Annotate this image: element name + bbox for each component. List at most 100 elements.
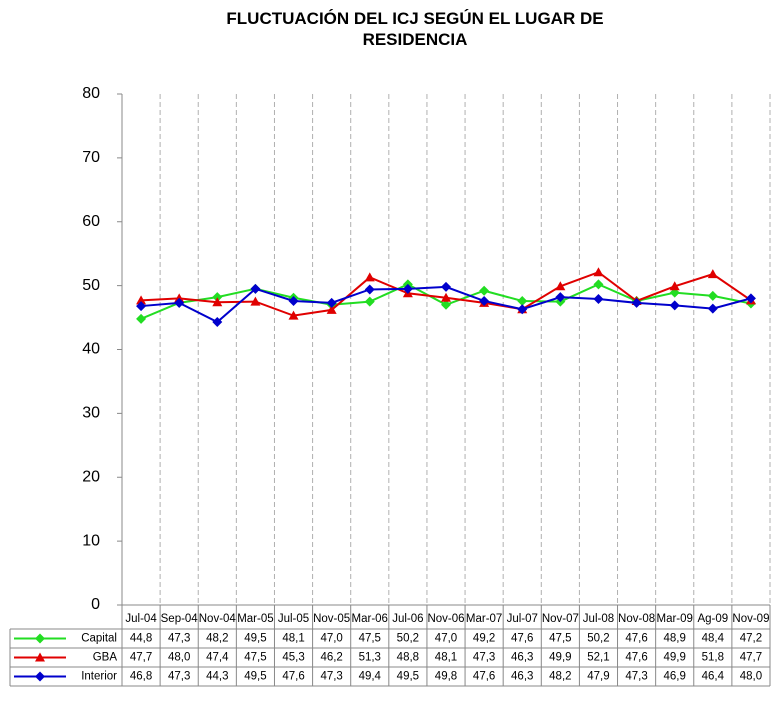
- data-point: [631, 297, 642, 308]
- table-value: 50,2: [397, 633, 419, 645]
- x-tick-label: Jul-05: [278, 613, 309, 625]
- y-tick-label: 30: [82, 405, 100, 422]
- table-value: 49,2: [473, 633, 495, 645]
- table-value: 47,3: [320, 671, 342, 683]
- data-point: [212, 317, 223, 328]
- table-value: 44,3: [206, 671, 228, 683]
- data-point: [136, 295, 147, 305]
- data-point: [555, 281, 566, 291]
- data-point: [326, 304, 337, 314]
- x-tick-label: Nov-06: [427, 613, 464, 625]
- data-point: [441, 292, 451, 302]
- data-point: [364, 296, 375, 307]
- table-value: 49,9: [549, 652, 571, 664]
- table-value: 46,3: [511, 671, 533, 683]
- data-point: [441, 281, 451, 292]
- y-tick-label: 80: [82, 85, 100, 102]
- data-point: [669, 281, 680, 291]
- table-value: 47,5: [244, 652, 266, 664]
- x-tick-label: Mar-05: [237, 613, 273, 625]
- data-point: [593, 294, 604, 305]
- table-value: 47,7: [740, 652, 762, 664]
- table-value: 47,3: [168, 633, 190, 645]
- x-tick-label: Ag-09: [697, 613, 728, 625]
- table-value: 48,0: [740, 671, 762, 683]
- x-tick-label: Jul-06: [392, 613, 423, 625]
- x-tick-label: Nov-07: [542, 613, 579, 625]
- data-point: [555, 292, 566, 303]
- table-value: 48,9: [664, 633, 686, 645]
- table-value: 47,9: [587, 671, 609, 683]
- x-tick-label: Mar-06: [352, 613, 388, 625]
- table-value: 47,3: [168, 671, 190, 683]
- data-point: [669, 300, 680, 311]
- data-point: [174, 297, 185, 308]
- data-point: [288, 310, 299, 320]
- data-point: [707, 303, 718, 314]
- x-tick-label: Nov-08: [618, 613, 655, 625]
- legend-label: Capital: [81, 633, 117, 645]
- table-value: 47,6: [511, 633, 533, 645]
- chart-title: FLUCTUACIÓN DEL ICJ SEGÚN EL LUGAR DE RE…: [226, 9, 604, 49]
- y-tick-label: 50: [82, 277, 100, 294]
- table-value: 48,0: [168, 652, 190, 664]
- y-tick-label: 40: [82, 341, 100, 358]
- data-point: [288, 295, 299, 306]
- data-point: [250, 283, 261, 294]
- data-point: [593, 267, 604, 277]
- table-value: 49,9: [664, 652, 686, 664]
- table-value: 51,8: [702, 652, 724, 664]
- data-point: [745, 293, 756, 304]
- table-value: 49,5: [244, 633, 266, 645]
- data-point: [212, 297, 223, 307]
- table-value: 47,7: [130, 652, 152, 664]
- data-point: [250, 296, 261, 306]
- table-value: 49,8: [435, 671, 457, 683]
- data-point: [479, 295, 490, 306]
- table-value: 49,5: [397, 671, 419, 683]
- data-point: [707, 290, 718, 301]
- x-tick-label: Jul-08: [583, 613, 614, 625]
- table-value: 47,3: [473, 652, 495, 664]
- data-point: [326, 297, 337, 308]
- table-value: 49,4: [359, 671, 382, 683]
- table-value: 47,4: [206, 652, 229, 664]
- table-value: 46,3: [511, 652, 533, 664]
- data-point: [136, 301, 147, 312]
- y-tick-label: 20: [82, 468, 100, 485]
- table-value: 47,6: [625, 652, 647, 664]
- table-value: 48,2: [206, 633, 228, 645]
- table-value: 47,2: [740, 633, 762, 645]
- table-value: 45,3: [282, 652, 304, 664]
- table-value: 46,9: [664, 671, 686, 683]
- data-point: [441, 299, 451, 310]
- legend-marker: [35, 671, 45, 682]
- table-value: 46,8: [130, 671, 152, 683]
- table-value: 50,2: [587, 633, 609, 645]
- table-value: 47,6: [473, 671, 495, 683]
- table-value: 48,1: [282, 633, 304, 645]
- table-value: 48,1: [435, 652, 457, 664]
- table-value: 48,8: [397, 652, 419, 664]
- data-point: [212, 292, 223, 303]
- data-point: [136, 313, 147, 324]
- x-tick-label: Nov-04: [199, 613, 237, 625]
- legend-label: Interior: [81, 671, 117, 683]
- table-value: 47,6: [625, 633, 647, 645]
- table-value: 49,5: [244, 671, 266, 683]
- table-value: 48,2: [549, 671, 571, 683]
- x-tick-label: Jul-04: [125, 613, 157, 625]
- table-value: 47,3: [625, 671, 647, 683]
- legend-marker: [35, 633, 45, 644]
- table-value: 47,0: [435, 633, 457, 645]
- table-value: 52,1: [587, 652, 609, 664]
- table-value: 48,4: [702, 633, 725, 645]
- x-tick-label: Mar-09: [656, 613, 692, 625]
- x-tick-label: Mar-07: [466, 613, 502, 625]
- x-tick-label: Nov-09: [732, 613, 769, 625]
- y-tick-label: 70: [82, 149, 100, 166]
- data-point: [593, 279, 604, 290]
- legend-marker: [35, 652, 45, 662]
- data-point: [364, 284, 375, 295]
